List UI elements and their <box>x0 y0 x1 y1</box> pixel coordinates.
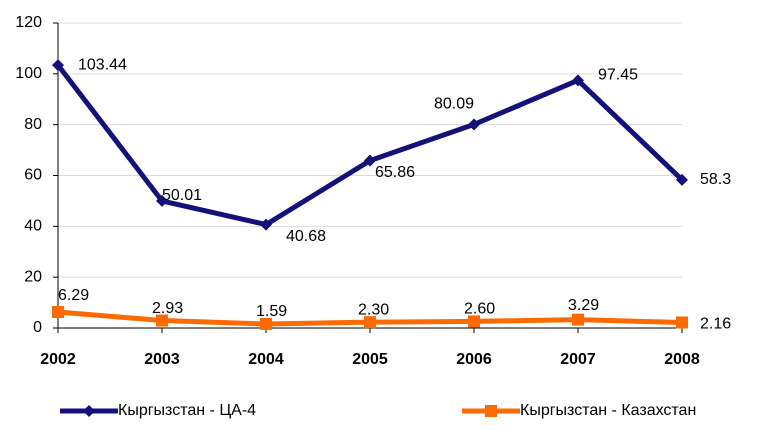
x-tick-label: 2008 <box>664 351 700 368</box>
marker <box>676 173 688 186</box>
x-tick-label: 2006 <box>456 351 492 368</box>
y-tick-label: 80 <box>24 116 42 133</box>
y-tick-label: 0 <box>33 319 42 336</box>
legend-label: Кыргызстан - ЦА-4 <box>118 402 256 419</box>
series-line <box>56 63 684 228</box>
marker <box>676 316 688 329</box>
marker <box>364 154 376 167</box>
marker <box>83 405 95 417</box>
y-tick-label: 120 <box>15 14 42 31</box>
data-label: 1.59 <box>256 303 287 320</box>
marker <box>572 74 584 87</box>
legend-label: Кыргызстан - Казахстан <box>520 402 696 419</box>
data-label: 50.01 <box>162 187 202 204</box>
marker <box>364 316 376 329</box>
marker <box>468 118 480 131</box>
data-label: 3.29 <box>568 297 599 314</box>
marker <box>156 314 168 327</box>
marker <box>52 59 64 72</box>
x-tick-label: 2002 <box>40 351 76 368</box>
data-label: 58.3 <box>700 171 731 188</box>
marker <box>468 315 480 328</box>
data-label: 2.16 <box>700 316 731 333</box>
data-label: 97.45 <box>598 67 638 84</box>
x-tick-label: 2004 <box>248 351 284 368</box>
data-label: 2.30 <box>358 301 389 318</box>
data-label: 2.60 <box>464 301 495 318</box>
x-tick-label: 2005 <box>352 351 388 368</box>
marker <box>52 306 64 319</box>
x-tick-label: 2007 <box>560 351 596 368</box>
y-tick-label: 100 <box>15 65 42 82</box>
data-label: 40.68 <box>286 228 326 245</box>
x-tick-label: 2003 <box>144 351 180 368</box>
y-tick-label: 40 <box>24 218 42 235</box>
data-label: 65.86 <box>375 164 415 181</box>
marker <box>572 313 584 326</box>
y-tick-label: 60 <box>24 167 42 184</box>
data-label: 80.09 <box>434 96 474 113</box>
marker <box>260 218 272 231</box>
data-label: 2.93 <box>152 300 183 317</box>
y-tick-label: 20 <box>24 268 42 285</box>
marker <box>260 317 272 330</box>
data-label: 6.29 <box>58 287 89 304</box>
marker <box>485 405 497 417</box>
marker <box>156 194 168 207</box>
data-label: 103.44 <box>78 56 127 73</box>
